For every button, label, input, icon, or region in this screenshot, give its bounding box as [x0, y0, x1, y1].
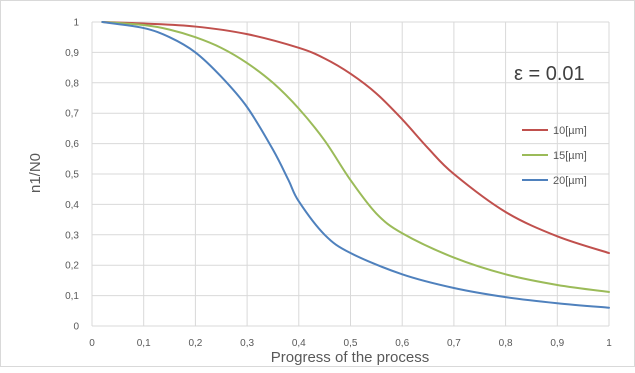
x-tick-label: 0,1: [137, 338, 151, 349]
series-line-3: [101, 21, 610, 309]
legend: 10[µm] 15[µm] 20[µm]: [522, 125, 587, 187]
y-tick-label: 0,9: [65, 48, 79, 59]
x-tick-label: 0,8: [499, 338, 513, 349]
legend-label: 15[µm]: [553, 150, 587, 162]
y-tick-label: 0,4: [65, 200, 79, 211]
y-tick-label: 0,1: [65, 291, 79, 302]
x-tick-label: 0,5: [344, 338, 358, 349]
x-tick-label: 0,4: [292, 338, 306, 349]
series-line-1: [101, 21, 610, 255]
y-tick-label: 0: [73, 322, 79, 333]
x-tick-label: 0,6: [395, 338, 409, 349]
x-tick-label: 1: [606, 338, 612, 349]
x-tick-label: 0,3: [240, 338, 254, 349]
x-tick-label: 0: [89, 338, 95, 349]
x-tick-label: 0,7: [447, 338, 461, 349]
y-tick-label: 0,5: [65, 170, 79, 181]
x-axis-title: Progress of the process: [271, 349, 429, 366]
gridlines: [91, 21, 610, 327]
axes: 0 0,1 0,2 0,3 0,4 0,5 0,6 0,7 0,8 0,9 1 0 0,1 0,2 0,3 0…: [65, 18, 612, 350]
series-lines: [101, 21, 610, 309]
legend-label: 10[µm]: [553, 125, 587, 137]
y-tick-label: 0,3: [65, 230, 79, 241]
y-tick-label: 1: [73, 18, 79, 29]
legend-label: 20[µm]: [553, 175, 587, 187]
y-axis-title: n1/N0: [27, 153, 44, 193]
y-tick-label: 0,6: [65, 139, 79, 150]
series-line-2: [101, 21, 610, 293]
epsilon-annotation: ε = 0.01: [514, 63, 585, 85]
x-tick-label: 0,9: [550, 338, 564, 349]
y-tick-label: 0,8: [65, 78, 79, 89]
y-tick-label: 0,2: [65, 261, 79, 272]
y-tick-label: 0,7: [65, 109, 79, 120]
x-tick-label: 0,2: [188, 338, 202, 349]
